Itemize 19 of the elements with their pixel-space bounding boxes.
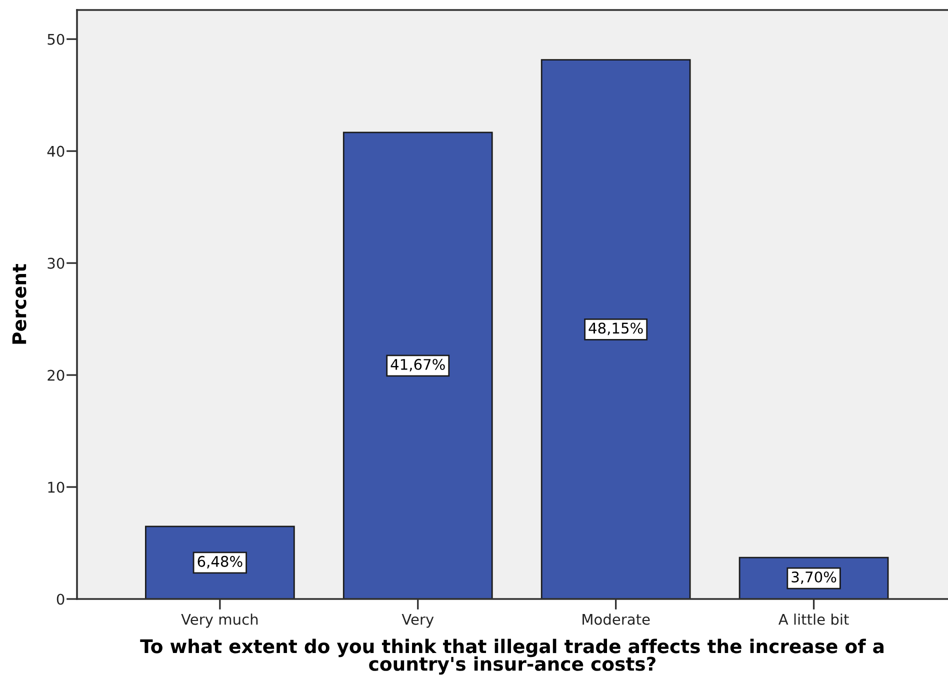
data-label: 3,70% [792,571,836,584]
y-tick-label: 10 [48,482,64,493]
x-tick-label: Very much [181,614,258,628]
x-tick-label: Very [402,614,434,628]
bar [342,132,493,599]
y-axis-title: Percent [12,264,26,344]
y-tick-label: 0 [56,594,64,605]
y-tick-label: 20 [48,370,64,381]
y-tick-label: 30 [48,258,64,269]
y-tick-label: 50 [48,34,64,45]
x-tick-label: Moderate [582,614,650,625]
data-label: 6,48% [198,556,242,568]
bar [144,526,295,599]
x-axis-title: To what extent do you think that illegal trade affects the increase of a country's insur-ance costs? [140,638,884,675]
x-tick-label: A little bit [778,614,849,625]
y-tick-label: 40 [47,146,64,157]
bar [540,59,691,599]
data-label: 48,15% [588,322,643,336]
data-label: 41,67% [390,358,445,372]
